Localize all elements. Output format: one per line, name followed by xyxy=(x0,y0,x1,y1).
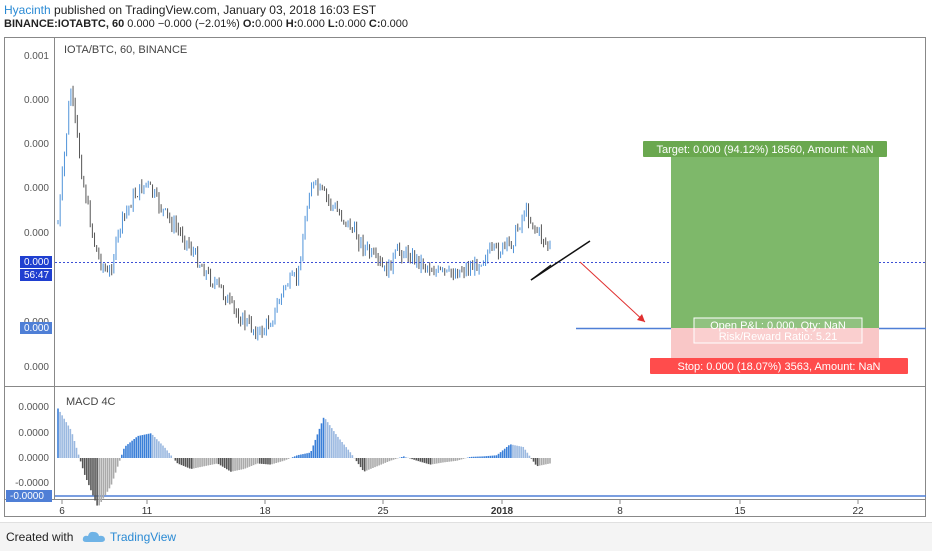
price-tick-label: 0.000 xyxy=(24,183,49,194)
price-tick-label: 0.000 xyxy=(24,362,49,373)
publish-header: Hyacinth published on TradingView.com, J… xyxy=(4,3,376,17)
time-tick-label: 25 xyxy=(377,506,389,517)
price-tick-label: 0.000 xyxy=(24,95,49,106)
high-value: 0.000 xyxy=(297,18,325,30)
stop-label: Stop: 0.000 (18.07%) 3563, Amount: NaN xyxy=(677,361,880,373)
low-value: 0.000 xyxy=(338,18,366,30)
low-label: L: xyxy=(327,18,339,30)
chart-symbol-title: IOTA/BTC, 60, BINANCE xyxy=(64,44,188,56)
publish-info: published on TradingView.com, January 03… xyxy=(54,3,377,17)
symbol-info-line: BINANCE:IOTABTC, 60 0.000 −0.000 (−2.01%… xyxy=(4,18,408,30)
open-label: O: xyxy=(242,18,256,30)
trend-line xyxy=(530,240,591,281)
macd-level-label: -0.0000 xyxy=(10,491,44,502)
close-label: C: xyxy=(368,18,381,30)
close-value: 0.000 xyxy=(380,18,409,30)
time-tick-label: 2018 xyxy=(491,506,514,517)
last-price-badge xyxy=(20,256,52,268)
open-value: 0.000 xyxy=(255,18,283,30)
position-price-badge xyxy=(20,322,52,334)
target-label-bg xyxy=(643,141,887,157)
countdown-label: 56:47 xyxy=(24,270,49,281)
stop-label-bg xyxy=(650,358,908,374)
trend-line-lower xyxy=(530,264,552,281)
arrow-head-icon xyxy=(637,314,645,322)
price-tick-label: 0.001 xyxy=(24,51,49,62)
created-with-text: Created with xyxy=(6,530,74,544)
time-tick-label: 11 xyxy=(142,506,153,517)
price-tick-label: 0.000 xyxy=(24,139,49,150)
time-tick-label: 15 xyxy=(734,506,746,517)
time-tick-label: 6 xyxy=(59,506,65,517)
price-tick-label: 0.000 xyxy=(24,228,49,239)
risk-reward-label: Risk/Reward Ratio: 5.21 xyxy=(719,331,838,343)
macd-title: MACD 4C xyxy=(66,396,116,408)
last-price-label: 0.000 xyxy=(24,257,49,268)
projection-arrow xyxy=(579,261,646,323)
price-change: 0.000 −0.000 (−2.01%) xyxy=(127,18,240,30)
tradingview-brand[interactable]: TradingView xyxy=(110,530,177,544)
symbol-label: BINANCE:IOTABTC, 60 xyxy=(4,18,125,30)
chart-frame xyxy=(4,37,926,517)
macd-tick-label: -0.0000 xyxy=(15,478,49,489)
high-label: H: xyxy=(285,18,298,30)
footer: Created with TradingView xyxy=(0,522,932,551)
macd-tick-label: 0.0000 xyxy=(18,453,49,464)
countdown-badge xyxy=(20,269,52,281)
target-zone xyxy=(671,157,879,328)
tradingview-cloud-icon xyxy=(82,531,105,542)
pnl-label: Open P&L: 0.000, Qty: NaN xyxy=(710,320,846,332)
macd-level-badge xyxy=(6,490,52,502)
ohlc-values: O:0.000 H:0.000 L:0.000 C:0.000 xyxy=(243,18,408,30)
target-label: Target: 0.000 (94.12%) 18560, Amount: Na… xyxy=(656,144,873,156)
author-link[interactable]: Hyacinth xyxy=(4,3,51,17)
time-tick-label: 18 xyxy=(259,506,271,517)
time-tick-label: 22 xyxy=(852,506,864,517)
macd-tick-label: 0.0000 xyxy=(18,402,49,413)
macd-tick-label: 0.0000 xyxy=(18,428,49,439)
pnl-box xyxy=(693,317,863,344)
time-tick-label: 8 xyxy=(617,506,623,517)
position-price-label: 0.000 xyxy=(24,323,49,334)
chart-canvas[interactable]: 0.001 0.000 0.000 0.000 0.000 0.000 0.000 0.000… xyxy=(0,0,932,522)
